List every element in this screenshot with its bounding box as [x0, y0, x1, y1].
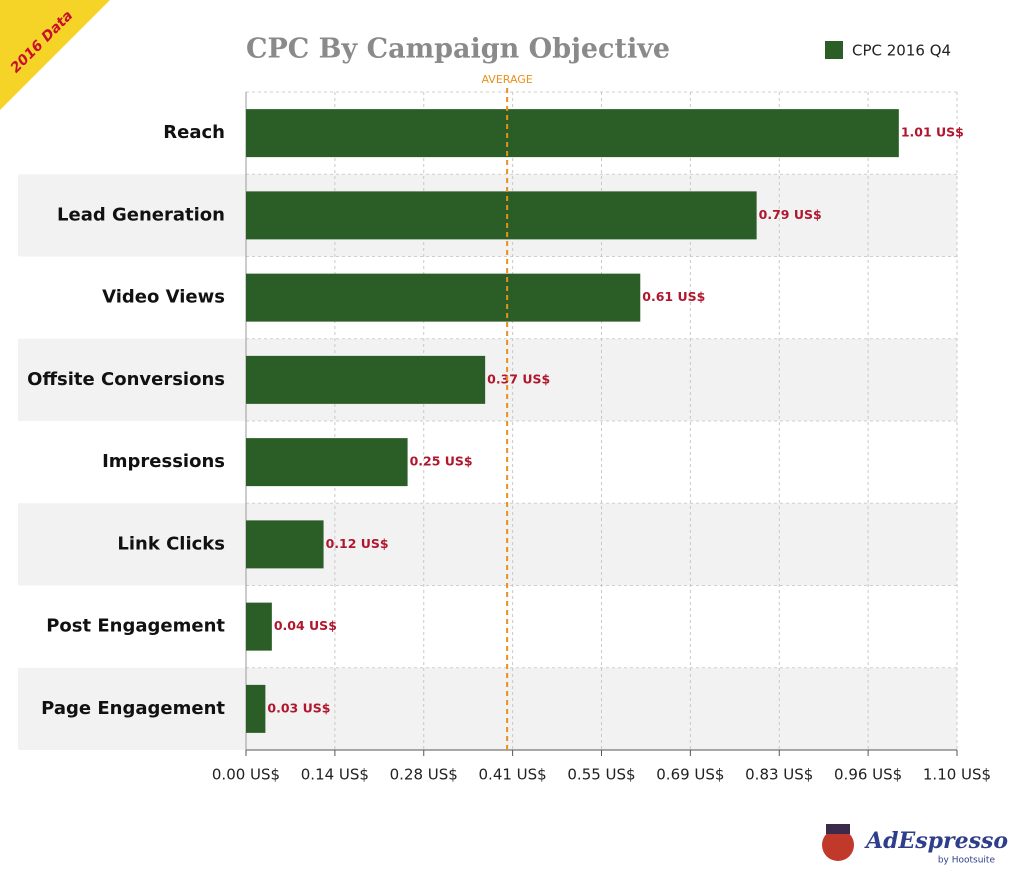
bar	[246, 109, 899, 158]
bar	[246, 438, 408, 487]
value-label: 0.37 US$	[487, 371, 550, 386]
x-tick-label: 0.69 US$	[656, 766, 724, 784]
y-tick-label: Lead Generation	[57, 204, 225, 225]
value-label: 1.01 US$	[901, 125, 964, 140]
bar	[246, 684, 266, 733]
legend-swatch	[825, 41, 843, 59]
row-band	[18, 667, 957, 750]
x-tick-label: 0.96 US$	[834, 766, 902, 784]
bar	[246, 273, 641, 322]
badge-ribbon	[0, 0, 110, 110]
y-tick-label: Impressions	[102, 451, 225, 472]
y-tick-label: Reach	[163, 122, 225, 143]
plot: 0.00 US$ 0.14 US$ 0.28 US$ 0.41 US$ 0.55 US$…	[18, 41, 991, 784]
logo-subtext: by Hootsuite	[938, 856, 996, 866]
x-tick-label: 0.00 US$	[212, 766, 280, 784]
x-tick-label: 1.10 US$	[923, 766, 991, 784]
bar	[246, 191, 757, 240]
row-band	[18, 338, 957, 421]
x-tick-label: 0.14 US$	[301, 766, 369, 784]
x-tick-label: 0.28 US$	[390, 766, 458, 784]
value-label: 0.12 US$	[326, 536, 389, 551]
bar	[246, 602, 272, 651]
reference-label: AVERAGE	[481, 73, 532, 86]
y-tick-label: Page Engagement	[41, 698, 225, 719]
logo-text: AdEspresso	[864, 828, 1008, 854]
x-tick-label: 0.41 US$	[479, 766, 547, 784]
y-tick-label: Post Engagement	[46, 616, 225, 637]
logo: AdEspresso by Hootsuite	[822, 824, 1008, 866]
value-label: 0.03 US$	[267, 700, 330, 715]
bar	[246, 520, 324, 569]
value-label: 0.79 US$	[759, 207, 822, 222]
logo-icon	[822, 829, 854, 861]
value-label: 0.25 US$	[410, 454, 473, 469]
y-tick-label: Offsite Conversions	[27, 369, 225, 390]
badge: 2016 Data	[0, 0, 110, 110]
bar	[246, 355, 486, 404]
x-tick-label: 0.55 US$	[567, 766, 635, 784]
logo-hat	[826, 824, 850, 834]
value-label: 0.04 US$	[274, 618, 337, 633]
legend-label: CPC 2016 Q4	[852, 42, 951, 60]
chart-title: CPC By Campaign Objective	[246, 34, 670, 65]
x-tick-label: 0.83 US$	[745, 766, 813, 784]
value-label: 0.61 US$	[642, 289, 705, 304]
row-band	[18, 503, 957, 586]
y-tick-label: Video Views	[102, 287, 225, 308]
y-tick-label: Link Clicks	[117, 533, 225, 554]
